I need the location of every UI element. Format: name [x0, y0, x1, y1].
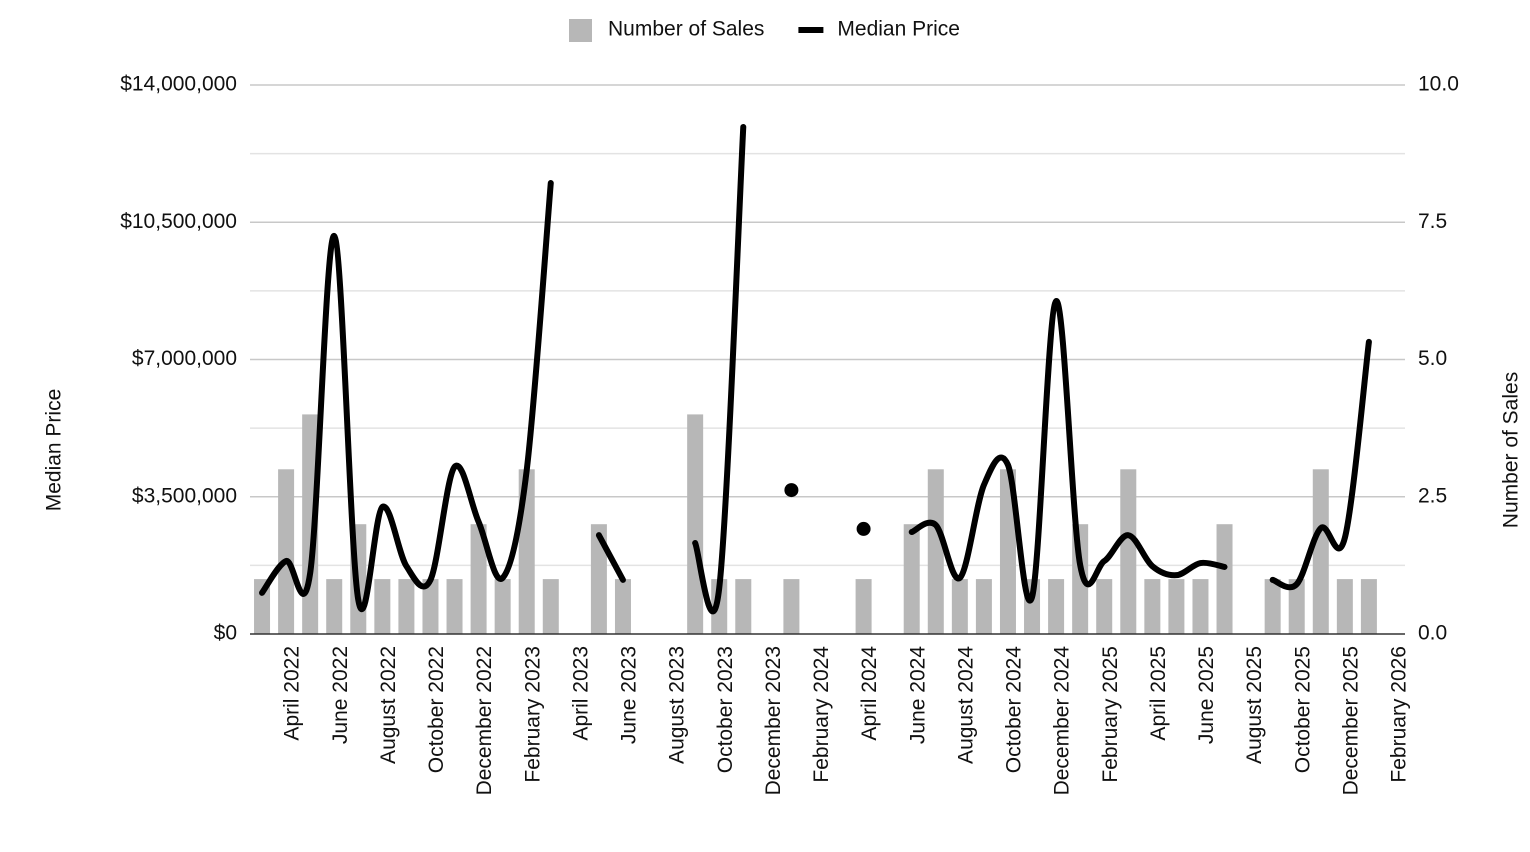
legend-swatch [569, 19, 592, 42]
y2-axis-title: Number of Sales [1500, 372, 1523, 528]
line [1269, 338, 1372, 591]
bar [1336, 579, 1353, 634]
x-tick-label: August 2024 [954, 646, 977, 764]
line [908, 298, 1228, 604]
bar [494, 579, 511, 634]
x-tick-label: February 2024 [810, 646, 833, 783]
y2-tick-label: 10.0 [1418, 73, 1459, 96]
bar [1312, 469, 1329, 634]
x-tick-label: October 2023 [714, 646, 737, 773]
y-axis-title: Median Price [43, 389, 66, 512]
bar [1288, 579, 1305, 634]
y2-tick-label: 0.0 [1418, 622, 1447, 645]
bar [1168, 579, 1185, 634]
y-tick-label: $3,500,000 [132, 484, 237, 507]
bar [326, 579, 343, 634]
x-tick-label: February 2026 [1388, 646, 1411, 783]
bar [1048, 579, 1065, 634]
bar [614, 579, 631, 634]
x-tick-label: August 2022 [377, 646, 400, 764]
x-tick-label: October 2022 [425, 646, 448, 773]
bar [398, 579, 415, 634]
line-point [784, 483, 799, 498]
bar [903, 524, 920, 634]
bar [1216, 524, 1233, 634]
bar [1120, 469, 1137, 634]
y2-tick-label: 2.5 [1418, 484, 1447, 507]
x-tick-label: December 2025 [1339, 646, 1362, 795]
bar [783, 579, 800, 634]
bar [999, 469, 1016, 634]
y-tick-label: $10,500,000 [120, 210, 237, 233]
bar [855, 579, 872, 634]
x-tick-label: June 2023 [618, 646, 641, 744]
bar [927, 469, 944, 634]
x-tick-label: April 2022 [281, 646, 304, 741]
bar [542, 579, 559, 634]
line [259, 180, 554, 613]
line [595, 532, 626, 583]
line [692, 123, 747, 615]
bar [1144, 579, 1161, 634]
bar [470, 524, 487, 634]
x-tick-label: December 2023 [762, 646, 785, 795]
bar [687, 414, 704, 634]
bar [1096, 579, 1113, 634]
x-tick-label: December 2022 [473, 646, 496, 795]
bar [446, 579, 463, 634]
y2-tick-label: 7.5 [1418, 210, 1447, 233]
legend-label: Median Price [837, 18, 960, 41]
bar [951, 579, 968, 634]
x-tick-label: April 2023 [569, 646, 592, 741]
bar [254, 579, 271, 634]
bar [1264, 579, 1281, 634]
bar [422, 579, 439, 634]
bar [590, 524, 607, 634]
line-point [856, 521, 871, 536]
x-tick-label: February 2025 [1099, 646, 1122, 783]
x-tick-label: August 2023 [666, 646, 689, 764]
bar [735, 579, 752, 634]
x-tick-label: April 2024 [858, 646, 881, 741]
y-tick-label: $7,000,000 [132, 347, 237, 370]
y2-tick-label: 5.0 [1418, 347, 1447, 370]
x-tick-label: April 2025 [1147, 646, 1170, 741]
x-tick-label: June 2022 [329, 646, 352, 744]
x-tick-label: October 2024 [1003, 646, 1026, 774]
x-tick-label: June 2025 [1195, 646, 1218, 744]
y-tick-label: $0 [214, 622, 237, 645]
x-tick-label: December 2024 [1051, 646, 1074, 796]
bar [1360, 579, 1377, 634]
y-tick-label: $14,000,000 [120, 73, 237, 96]
bar [975, 579, 992, 634]
x-tick-label: June 2024 [906, 646, 929, 744]
x-tick-label: August 2025 [1243, 646, 1266, 764]
bar [711, 579, 728, 634]
x-tick-label: February 2023 [521, 646, 544, 783]
bar [374, 579, 391, 634]
legend-label: Number of Sales [608, 18, 764, 41]
bar [278, 469, 295, 634]
bar [1192, 579, 1209, 634]
x-tick-label: October 2025 [1291, 646, 1314, 773]
